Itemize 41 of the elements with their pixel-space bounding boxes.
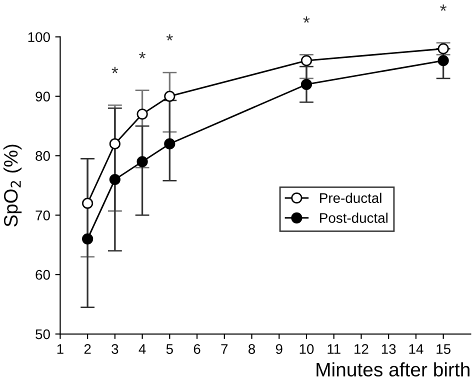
x-tick-label: 7: [221, 344, 228, 354]
x-tick-label: 8: [248, 344, 256, 354]
x-tick-label: 1: [57, 344, 64, 354]
point: [82, 198, 94, 209]
x-tick-label: 12: [354, 344, 368, 354]
x-tick-label: 10: [300, 344, 314, 354]
annotation: *: [112, 66, 118, 74]
point: [82, 233, 94, 244]
y-tick-label: 50: [36, 329, 50, 340]
text: *: [440, 4, 447, 11]
x-tick-label: 9: [276, 344, 282, 354]
text: *: [303, 16, 310, 23]
legend-label: Post-ductal: [320, 212, 388, 223]
point: [136, 156, 148, 168]
y-tick-label: 100: [28, 32, 50, 42]
annotation: *: [166, 34, 173, 41]
point: [300, 78, 312, 90]
point: [164, 90, 176, 102]
x-tick-label: 6: [194, 344, 200, 354]
x-tick-label: 13: [382, 344, 396, 354]
point: [136, 108, 148, 120]
y-tick-label: 90: [36, 92, 50, 102]
x-tick-label: 11: [328, 344, 340, 354]
point: [109, 174, 120, 186]
y-axis-title: SpO$_{2}$ (%): [3, 144, 22, 227]
point: [300, 55, 312, 66]
point: [438, 55, 449, 66]
x-tick-label: 4: [138, 344, 146, 354]
x-tick-label: 3: [112, 344, 118, 354]
y-tick-label: 70: [36, 210, 50, 220]
legend-label: Pre-ductal: [320, 192, 382, 203]
x-tick-label: 14: [409, 344, 424, 354]
point: [164, 138, 176, 150]
x-tick-label: 5: [166, 344, 173, 354]
y-tick-label: 80: [36, 151, 50, 161]
point: [109, 138, 120, 150]
x-axis-title: Minutes after birth: [316, 362, 470, 377]
annotation: *: [139, 52, 146, 58]
x-tick-label: 15: [436, 344, 450, 354]
x-tick-label: 2: [84, 344, 91, 354]
y-tick-label: 60: [36, 270, 50, 280]
